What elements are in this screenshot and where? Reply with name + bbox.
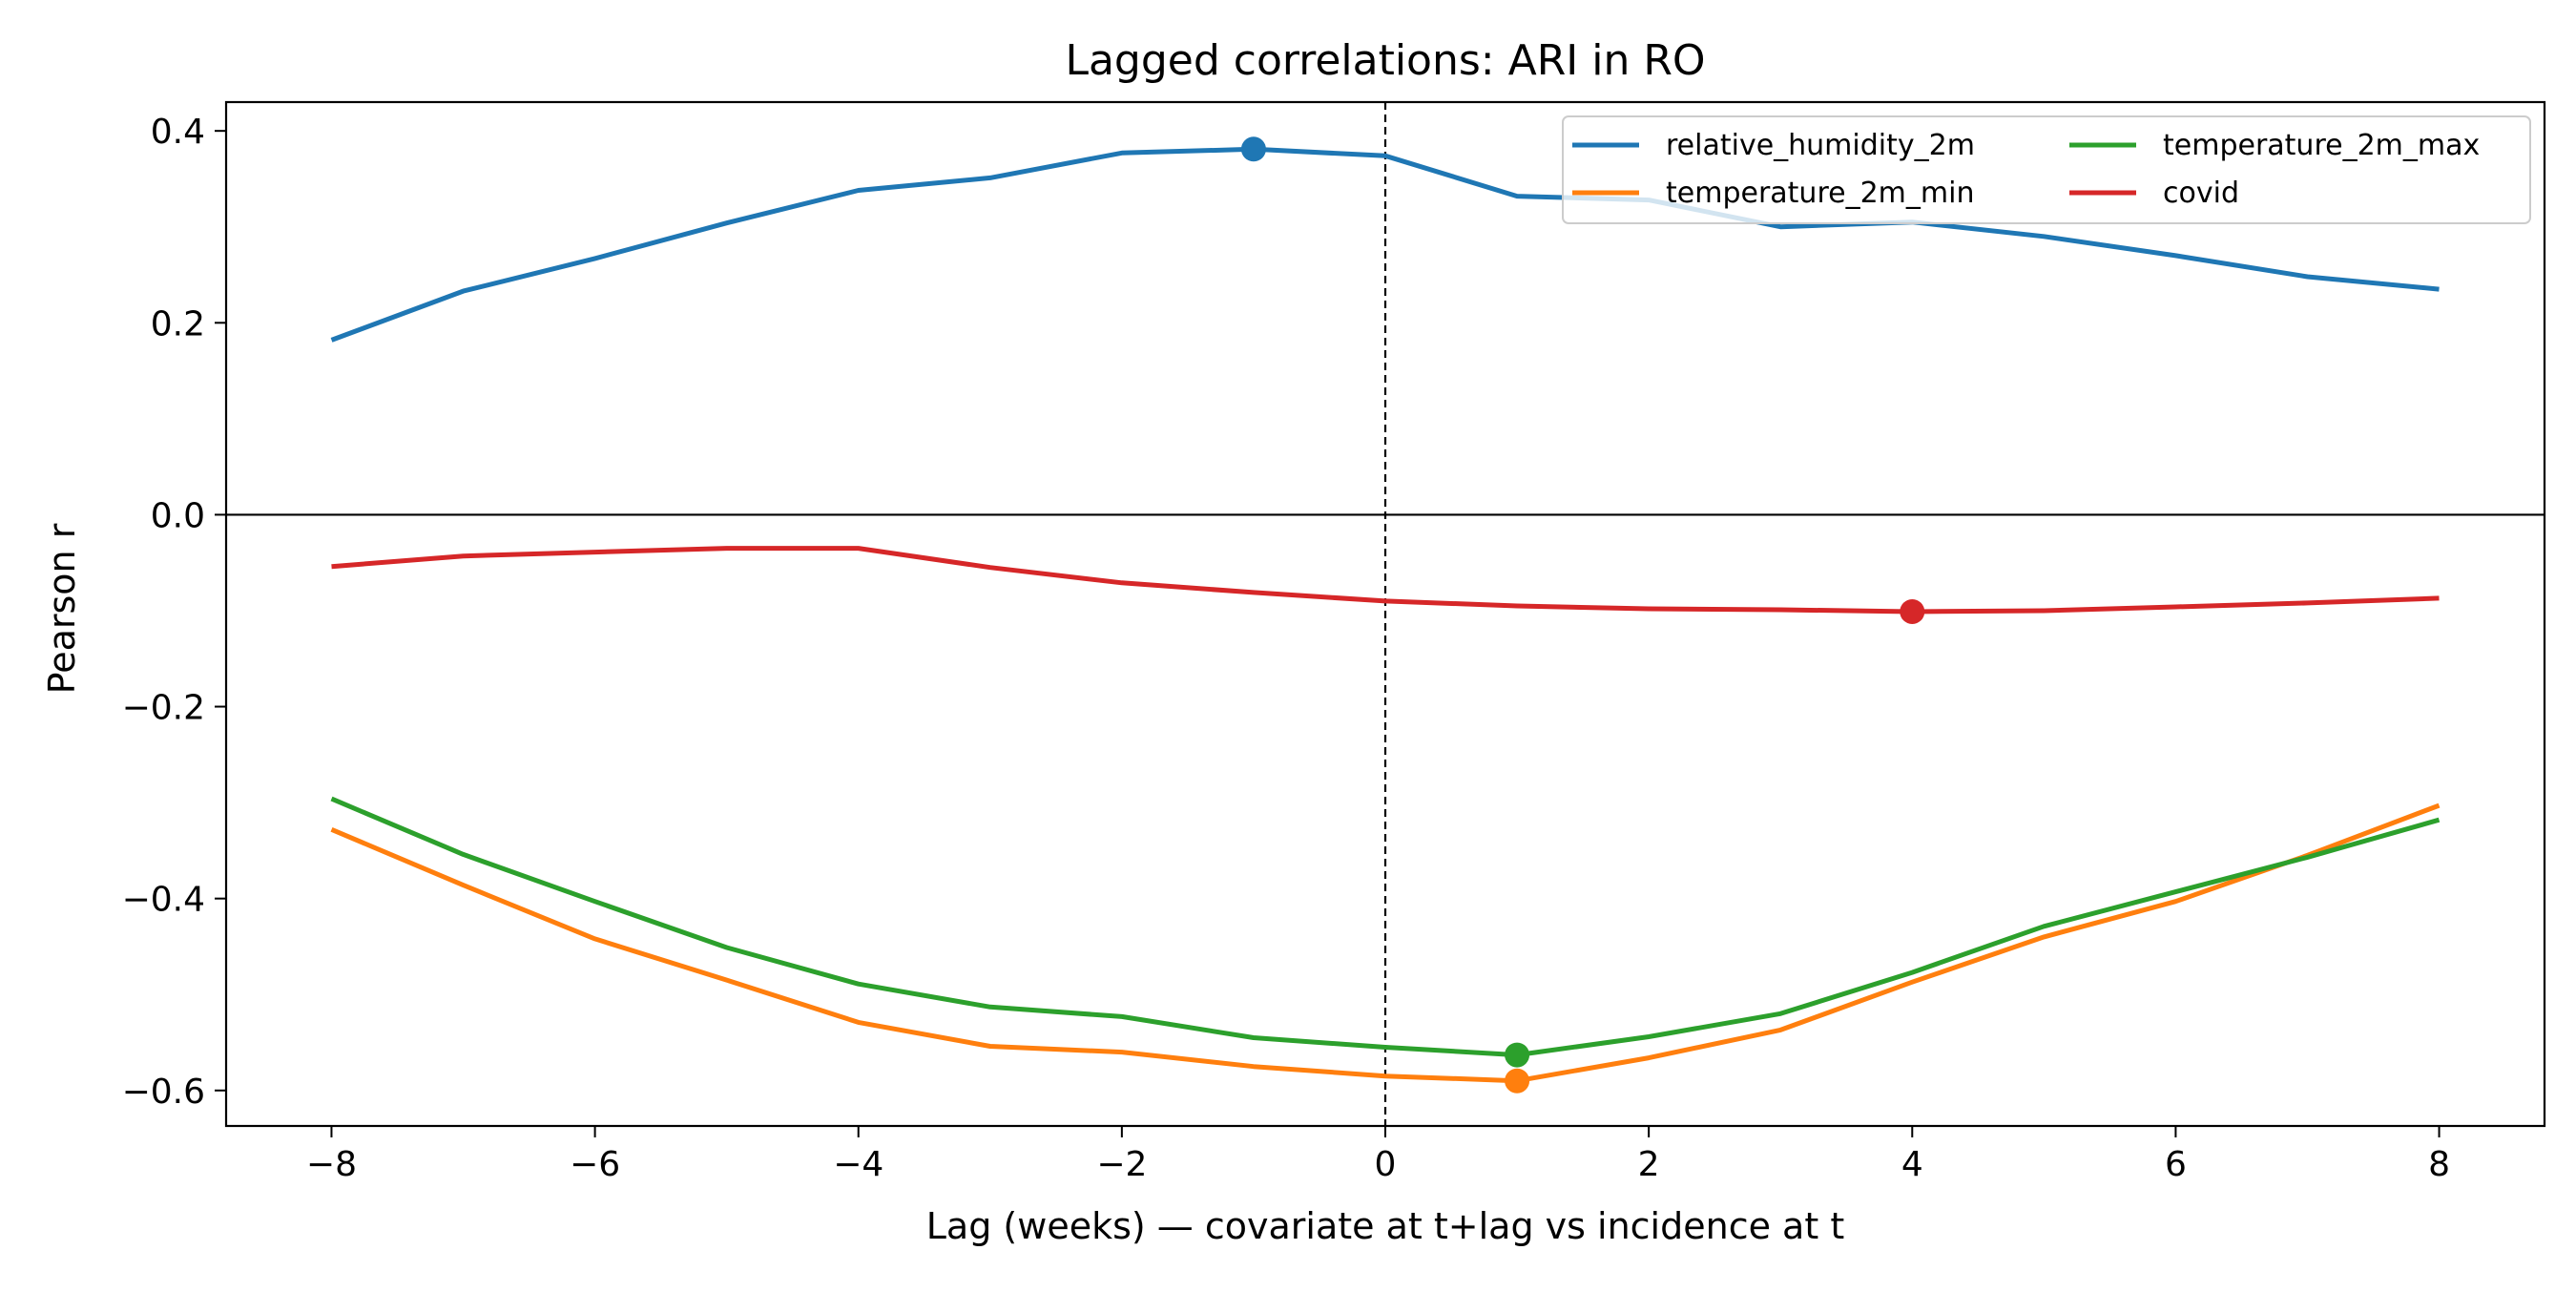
legend-label-relative_humidity_2m: relative_humidity_2m	[1666, 129, 1975, 162]
legend-label-temperature_2m_min: temperature_2m_min	[1666, 177, 1974, 210]
y-tick-label: 0.4	[151, 113, 205, 152]
legend: relative_humidity_2m temperature_2m_min te…	[1562, 115, 2531, 224]
axes: −8 −6 −4 −2 0 2 4 6 8 0.4 0.2 0.0 −0.2 −0.4 −0.6	[122, 100, 2546, 1184]
x-tick-label: −4	[833, 1145, 883, 1184]
y-tick-label: −0.6	[122, 1073, 205, 1112]
series-line-temperature_2m_max	[330, 796, 2441, 1058]
legend-entry-covid: covid	[2069, 177, 2239, 210]
y-tick-label: −0.2	[122, 689, 205, 728]
peak-marker-temperature_2m_min	[1505, 1068, 1530, 1094]
y-tick-label: 0.2	[151, 304, 205, 344]
y-tick-label: 0.0	[151, 496, 205, 535]
peak-marker-covid	[1900, 598, 1925, 624]
legend-label-covid: covid	[2163, 177, 2239, 210]
legend-box	[1562, 115, 2531, 224]
x-axis-label: Lag (weeks) — covariate at t+lag vs inci…	[926, 1205, 1844, 1247]
peak-marker-temperature_2m_max	[1505, 1042, 1530, 1068]
plot-contents	[226, 102, 2545, 1126]
x-tick-label: −6	[570, 1145, 620, 1184]
legend-entry-relative_humidity_2m: relative_humidity_2m	[1572, 129, 1975, 162]
legend-label-temperature_2m_max: temperature_2m_max	[2163, 129, 2480, 162]
legend-entry-temperature_2m_max: temperature_2m_max	[2069, 129, 2480, 162]
chart-title: Lagged correlations: ARI in RO	[1065, 36, 1705, 85]
x-tick-label: 8	[2428, 1145, 2450, 1184]
x-tick-label: −8	[306, 1145, 357, 1184]
y-axis-label: Pearson r	[41, 523, 83, 694]
series-line-covid	[331, 546, 2440, 615]
peak-marker-relative_humidity_2m	[1240, 136, 1266, 162]
x-tick-label: −2	[1096, 1145, 1147, 1184]
x-tick-label: 6	[2165, 1145, 2187, 1184]
x-tick-label: 2	[1638, 1145, 1660, 1184]
legend-entry-temperature_2m_min: temperature_2m_min	[1572, 177, 1974, 210]
series-line-relative_humidity_2m	[330, 146, 2440, 343]
x-tick-label: 4	[1901, 1145, 1923, 1184]
series-line-temperature_2m_min	[330, 802, 2441, 1084]
plot-area	[226, 102, 2545, 1126]
x-tick-label: 0	[1375, 1145, 1397, 1184]
y-tick-label: −0.4	[122, 881, 205, 920]
